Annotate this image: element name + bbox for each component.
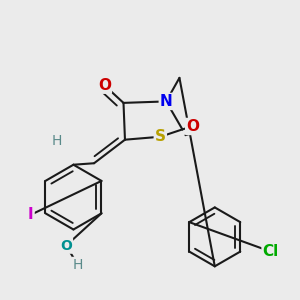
Text: Cl: Cl [262,244,279,259]
Text: S: S [155,129,166,144]
Text: O: O [60,239,72,253]
Text: H: H [52,134,62,148]
Text: O: O [98,78,111,93]
Text: O: O [186,119,199,134]
Text: H: H [73,258,83,272]
Text: I: I [28,207,34,222]
Text: N: N [160,94,172,109]
